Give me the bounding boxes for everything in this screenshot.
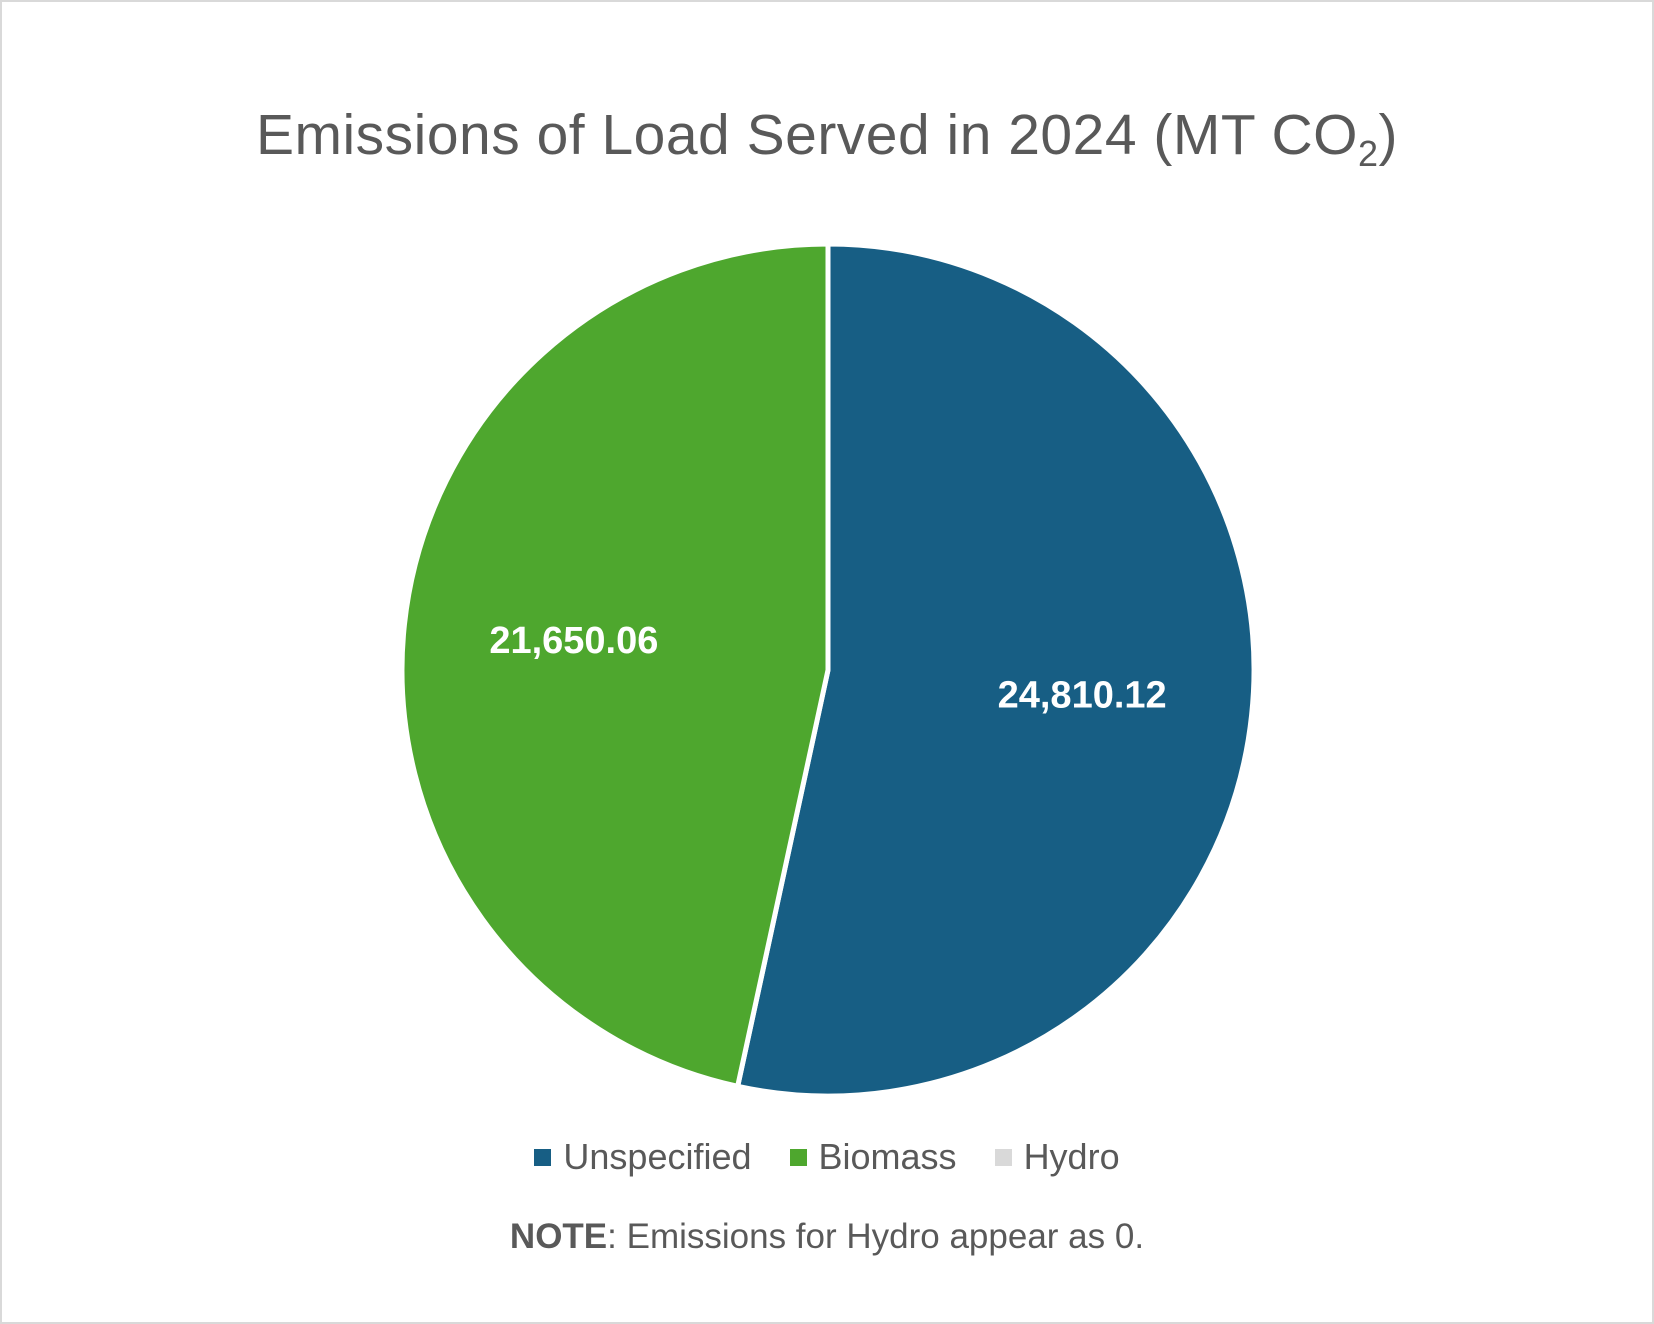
chart-note: NOTE: Emissions for Hydro appear as 0.	[2, 1217, 1652, 1257]
note-label: NOTE	[509, 1217, 608, 1256]
data-label-unspecified: 24,810.12	[998, 674, 1167, 716]
legend-item-hydro: Hydro	[994, 1136, 1120, 1178]
note-text: : Emissions for Hydro appear as 0.	[607, 1217, 1145, 1256]
legend-swatch-hydro	[994, 1148, 1012, 1166]
legend-swatch-unspecified	[534, 1148, 552, 1166]
chart-title: Emissions of Load Served in 2024 (MT CO2…	[256, 103, 1398, 174]
legend-item-biomass: Biomass	[789, 1136, 957, 1178]
data-label-biomass: 21,650.06	[489, 620, 658, 662]
legend-item-unspecified: Unspecified	[534, 1136, 752, 1178]
legend-label-biomass: Biomass	[818, 1136, 957, 1177]
pie-slice-biomass	[399, 241, 831, 1089]
legend-label-unspecified: Unspecified	[563, 1136, 752, 1177]
legend-label-hydro: Hydro	[1023, 1136, 1120, 1177]
legend-swatch-biomass	[789, 1148, 807, 1166]
pie-slice-unspecified	[735, 241, 1257, 1099]
chart-legend: Unspecified Biomass Hydro	[2, 1136, 1652, 1178]
